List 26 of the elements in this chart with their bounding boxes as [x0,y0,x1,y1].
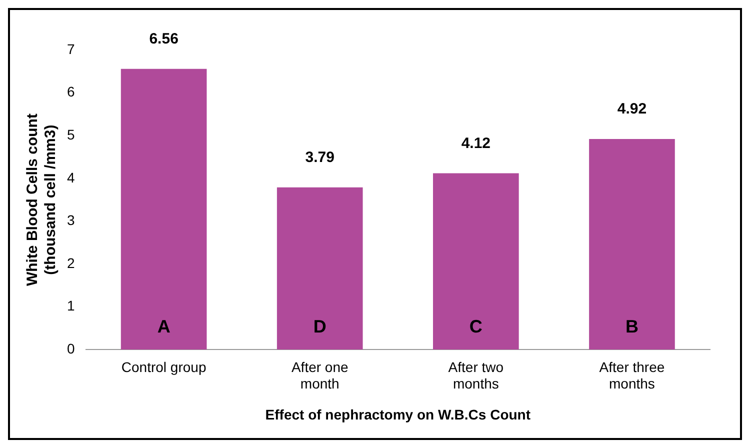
bar [589,139,675,350]
bar [433,173,519,350]
y-tick-label: 4 [66,169,75,186]
annotation: D [313,316,326,337]
data-label: 3.79 [305,149,334,166]
y-tick-label: 2 [66,254,75,271]
y-tick-label: 6 [66,84,75,100]
x-tick-label: Control group [121,358,206,375]
y-tick-label: 1 [66,298,75,314]
y-tick-label: 5 [66,126,75,142]
data-label: 4.12 [461,134,491,152]
annotation: C [469,316,482,337]
y-axis-title: White Blood Cells count (thousand cell /mm3) [24,114,60,286]
annotation: B [625,316,638,337]
x-axis-title: Effect of nephractomy on W.B.Cs Count [265,406,531,422]
x-tick-label: After three months [599,358,665,392]
annotation: A [157,316,170,337]
y-tick-label: 7 [66,40,75,57]
y-tick-label: 0 [66,340,75,356]
y-tick-label: 3 [66,212,75,228]
data-label: 4.92 [617,100,647,118]
bar [120,68,207,350]
bar [276,187,363,350]
x-tick-label: After one month [291,358,348,392]
data-label: 6.56 [149,30,178,48]
x-tick-label: After two months [448,358,504,392]
